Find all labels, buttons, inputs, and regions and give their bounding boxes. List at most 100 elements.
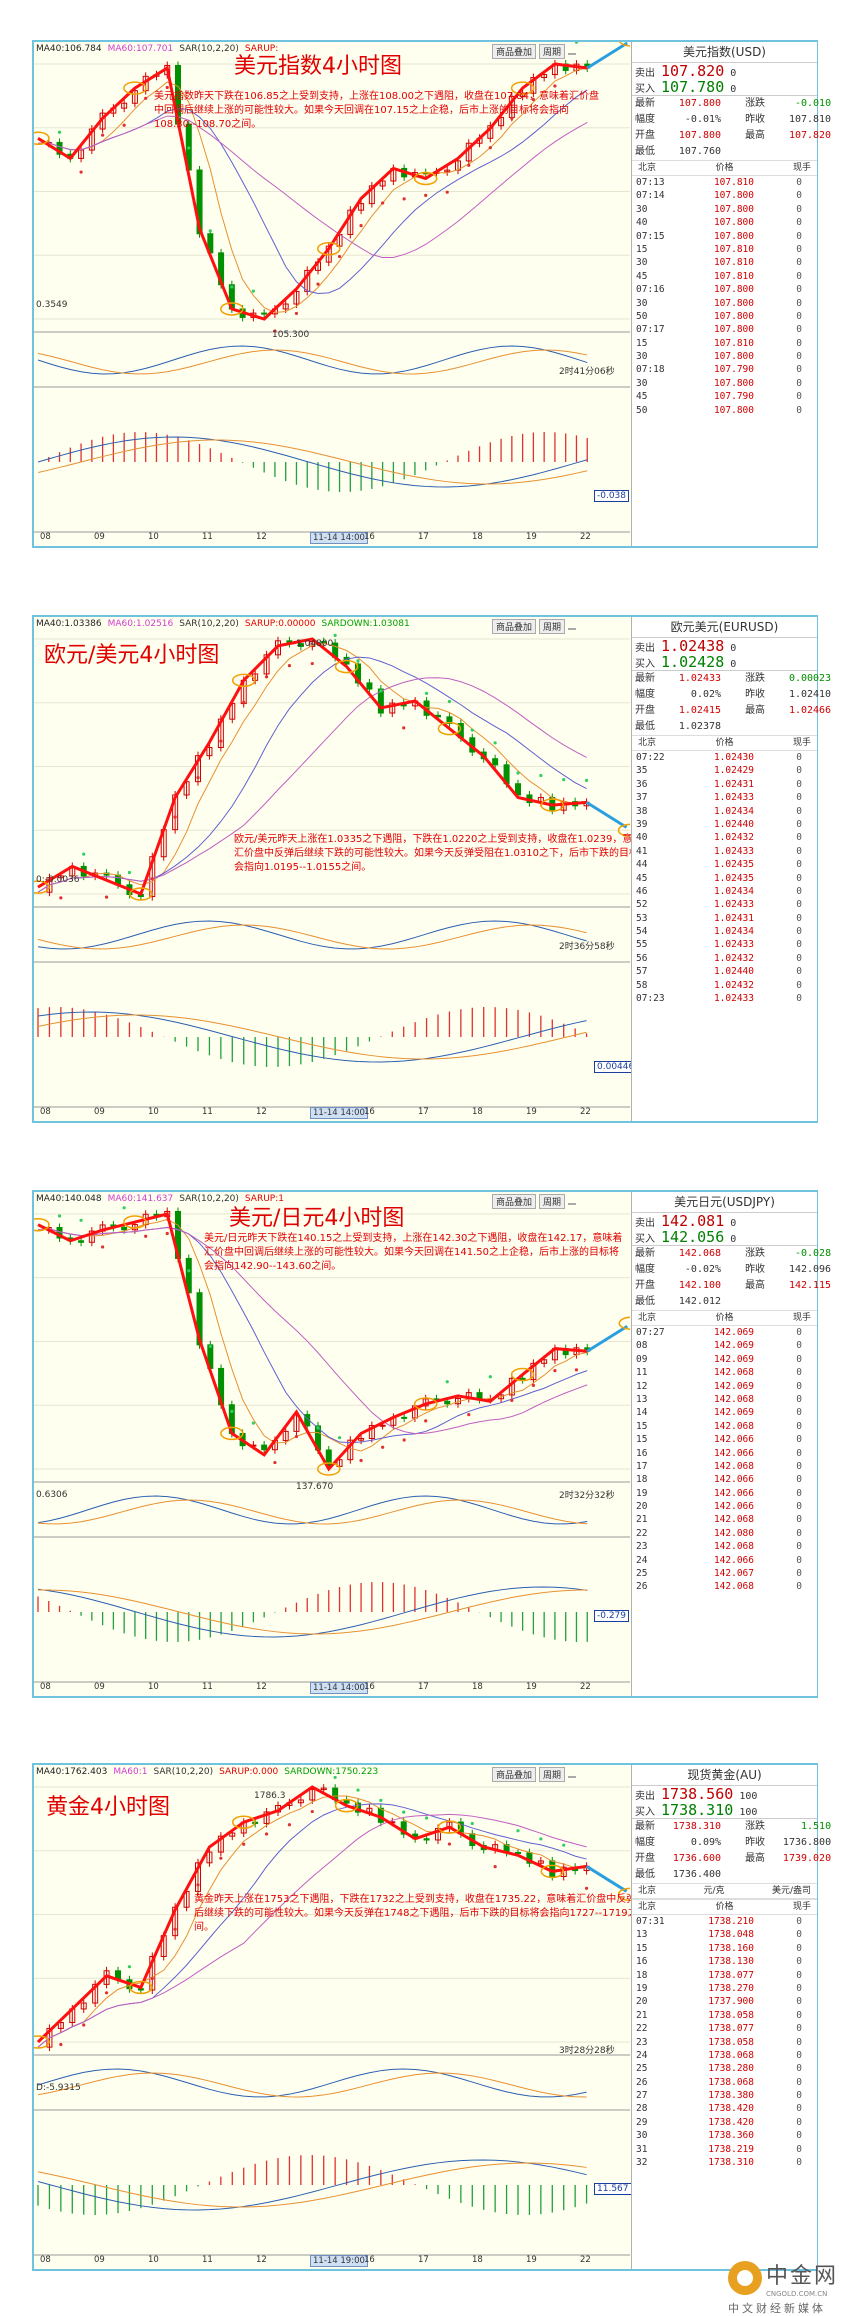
tick-list[interactable]: 07:31 1738.210 0 13 1738.048 0 15 1738.1…: [632, 1915, 817, 2169]
x-tick-label: 12: [256, 1682, 267, 1692]
toolbar-button[interactable]: [568, 1776, 577, 1778]
toolbar-button[interactable]: 商品叠加: [492, 1767, 537, 1782]
tick-row: 41 1.02433 0: [636, 845, 802, 857]
quote-panel: 美元日元(USDJPY) 卖出 142.081 0 买入 142.056 0 最…: [631, 1192, 831, 1696]
sar-dot: [337, 1436, 342, 1440]
candle-body: [389, 702, 396, 714]
candle-body: [515, 783, 521, 796]
kdj-signal: [37, 1499, 588, 1525]
sar-dot: [424, 1419, 428, 1423]
pivot-marker: [220, 302, 244, 316]
toolbar-button[interactable]: 周期: [539, 619, 566, 634]
toolbar-button[interactable]: [568, 628, 577, 630]
x-tick-label: 12: [256, 532, 267, 542]
sar-dot: [574, 42, 579, 44]
toolbar: 商品叠加 周期: [489, 44, 577, 59]
sar-dot: [402, 197, 406, 201]
x-tick-label: 16: [364, 1682, 375, 1692]
x-tick-label: 17: [418, 532, 429, 542]
tick-row: 15 107.810 0: [636, 243, 802, 255]
sar-dot: [359, 224, 363, 228]
sar-dot: [150, 1976, 154, 1981]
brand-slogan: 中文财经新媒体: [728, 2302, 826, 2315]
tick-row: 27 1738.380 0: [636, 2090, 802, 2102]
toolbar-button[interactable]: [568, 1203, 577, 1205]
candle-body: [80, 2002, 87, 2010]
sar-dot: [333, 1775, 337, 1780]
toolbar-button[interactable]: 周期: [539, 1767, 566, 1782]
chart-area[interactable]: MA40:140.048 MA60:141.637 SAR(10,2,20) SARU…: [34, 1192, 630, 1696]
candle-body: [309, 1789, 316, 1801]
tick-row: 38 1.02434 0: [636, 805, 802, 817]
tick-row: 17 142.068 0: [636, 1460, 802, 1472]
countdown-label: 2时32分32秒: [559, 1491, 615, 1501]
candle-body: [446, 716, 453, 724]
tick-row: 55 1.02433 0: [636, 939, 802, 951]
chart-area[interactable]: MA40:1.03386 MA60:1.02516 SAR(10,2,20) SARU…: [34, 617, 652, 1121]
tick-row: 30 107.800 0: [636, 351, 802, 363]
sar-dot: [447, 1842, 452, 1846]
toolbar-button[interactable]: 商品叠加: [492, 1194, 537, 1209]
indicator-label: MA60:1: [113, 1767, 148, 1777]
candle-body: [498, 116, 505, 127]
indicator-label: MA40:140.048: [36, 1194, 102, 1204]
countdown-label: 2时41分06秒: [559, 367, 615, 377]
sar-dot: [208, 1344, 212, 1349]
tick-list[interactable]: 07:13 107.810 0 07:14 107.800 0 30 107.8…: [632, 176, 817, 417]
candle-body: [261, 312, 268, 315]
sar-dot: [294, 1434, 299, 1439]
candle-body: [400, 1821, 407, 1835]
brand-logo: 中金网 CNGOLD.COM.CN 中文财经新媒体: [728, 2258, 838, 2316]
analysis-note: 欧元/美元昨天上涨在1.0335之下遇阻，下跌在1.0220之上受到支持，收盘在…: [234, 834, 653, 873]
indicator-label: SARUP:1: [244, 1194, 284, 1204]
macd-dif: [37, 1586, 588, 1638]
x-tick-label: 11: [202, 1107, 213, 1117]
indicator-line: MA40:106.784 MA60:107.701 SAR(10,2,20) SARU…: [36, 44, 284, 54]
x-tick-label: 10: [148, 1682, 159, 1692]
sar-dot: [230, 1409, 234, 1414]
quote-stat-row: 开盘 1.02415 最高 1.02466: [635, 705, 832, 716]
trend-zigzag: [36, 1785, 587, 2044]
candle-body: [196, 1292, 203, 1346]
pivot-marker: [334, 659, 359, 674]
x-tick-label: 16: [364, 532, 375, 542]
toolbar-button[interactable]: 商品叠加: [492, 44, 537, 59]
tick-row: 30 107.800 0: [636, 203, 802, 215]
countdown-label: 3时28分28秒: [559, 2046, 615, 2056]
tick-row: 31 1738.219 0: [636, 2143, 802, 2155]
toolbar-button[interactable]: 商品叠加: [492, 619, 537, 634]
x-tick-label: 09: [94, 532, 105, 542]
tick-row: 07:15 107.800 0: [636, 230, 802, 242]
toolbar-button[interactable]: [568, 53, 577, 55]
sar-dot: [510, 1398, 514, 1402]
tick-list[interactable]: 07:22 1.02430 0 35 1.02429 0 36 1.02431 …: [632, 751, 817, 1005]
indicator-line: MA40:140.048 MA60:141.637 SAR(10,2,20) SARU…: [36, 1194, 290, 1204]
sar-dot: [584, 1886, 589, 1890]
quote-stat-row: 幅度 -0.01% 昨收 107.810: [635, 114, 832, 125]
candle-body: [541, 74, 548, 79]
kdj-signal: [37, 349, 588, 375]
toolbar-button[interactable]: 周期: [539, 44, 566, 59]
sar-dot: [493, 1865, 497, 1869]
tick-row: 19 142.066 0: [636, 1487, 802, 1499]
x-tick-label: 09: [94, 1682, 105, 1692]
tick-list[interactable]: 07:27 142.069 0 08 142.069 0 09 142.069 …: [632, 1326, 817, 1594]
sar-dot: [196, 1883, 200, 1887]
x-tick-label: 10: [148, 1107, 159, 1117]
candle-body: [358, 1438, 365, 1441]
tick-row: 44 1.02435 0: [636, 859, 802, 871]
kdj-line: [37, 920, 587, 950]
tick-row: 07:31 1738.210 0: [636, 1916, 802, 1927]
tick-row: 12 142.069 0: [636, 1380, 802, 1392]
chart-area[interactable]: MA40:106.784 MA60:107.701 SAR(10,2,20) SARU…: [34, 42, 630, 546]
chart-area[interactable]: MA40:1762.403 MA60:1 SAR(10,2,20) SARUP:0.0…: [34, 1765, 638, 2269]
pivot-marker: [437, 721, 462, 736]
tick-row: 32 1738.310 0: [636, 2157, 802, 2169]
sar-dot: [402, 1810, 406, 1814]
candle-body: [444, 169, 451, 173]
macd-label: 0.3549: [36, 300, 68, 310]
toolbar-button[interactable]: 周期: [539, 1194, 566, 1209]
macd-dea: [37, 1589, 588, 1635]
candle-body: [320, 1787, 327, 1791]
pivot-marker: [34, 880, 50, 894]
